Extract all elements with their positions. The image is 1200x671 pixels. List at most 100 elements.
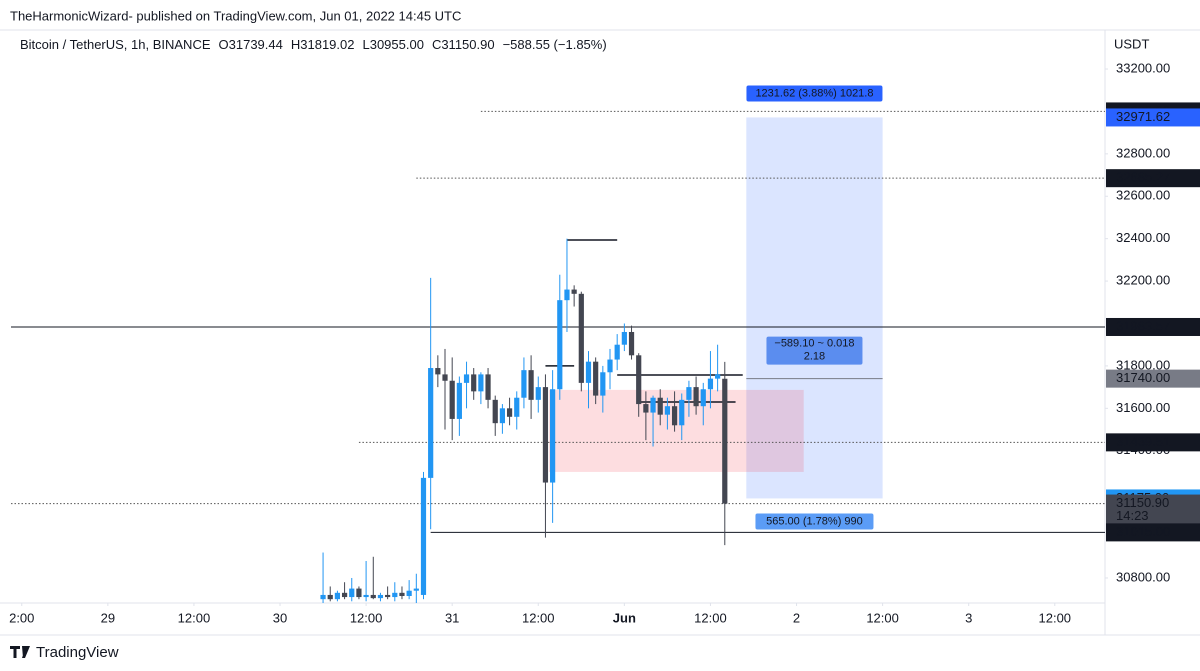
price-label-bg xyxy=(1106,317,1200,336)
range-box xyxy=(549,389,804,472)
x-tick-label: Jun xyxy=(613,610,636,625)
candle-body xyxy=(542,387,549,483)
ohlc-value: O31739.44 xyxy=(219,37,283,52)
candle-body xyxy=(550,389,556,483)
price-label: 31150.90 xyxy=(1116,495,1169,510)
candle-body xyxy=(485,374,491,400)
y-tick-label: 33200.00 xyxy=(1116,60,1170,75)
position-label-bg xyxy=(766,336,863,365)
x-tick-label: 2 xyxy=(793,610,800,625)
price-label: 31439.51 xyxy=(1116,434,1170,449)
candle-body xyxy=(679,399,685,426)
ohlc-value: C31150.90 xyxy=(432,37,495,52)
candle-body xyxy=(535,387,541,400)
x-tick-label: 2:00 xyxy=(9,610,34,625)
price-label-bg xyxy=(1106,169,1200,188)
position-label-bg xyxy=(755,513,874,530)
candle-body xyxy=(478,374,484,392)
candle-body xyxy=(528,370,534,400)
y-tick-label: 31600.00 xyxy=(1116,400,1170,415)
candle-body xyxy=(614,344,620,360)
x-tick-label: 3 xyxy=(965,610,972,625)
publisher-line: TheHarmonicWizard- published on TradingV… xyxy=(10,8,461,23)
candle-body xyxy=(571,289,577,294)
price-label: 31015.00 xyxy=(1116,524,1170,539)
footer-brand: TradingView xyxy=(36,644,119,661)
price-label: 31983.57 xyxy=(1116,318,1170,333)
y-tick-label: 30800.00 xyxy=(1116,569,1170,584)
price-label-bg xyxy=(1106,494,1200,525)
candle-body xyxy=(636,355,642,405)
candle-body xyxy=(707,378,714,390)
x-tick-label: 31 xyxy=(445,610,459,625)
price-label: 32685.27 xyxy=(1116,170,1170,185)
candle-body xyxy=(420,477,427,595)
change-value: −588.55 (−1.85%) xyxy=(503,37,607,52)
symbol: Bitcoin / TetherUS, 1h, BINANCE xyxy=(20,37,211,52)
position-label: 565.00 (1.78%) 990 xyxy=(766,515,863,527)
price-label: 31740.00 xyxy=(1116,370,1170,385)
y-tick-label: 32200.00 xyxy=(1116,273,1170,288)
candle-body xyxy=(471,374,477,392)
candle-body xyxy=(499,408,506,424)
x-tick-label: 12:00 xyxy=(866,610,899,625)
candle-body xyxy=(564,289,570,301)
candle-body xyxy=(334,592,341,600)
candle-body xyxy=(370,594,376,599)
logo xyxy=(10,646,30,658)
candle-body xyxy=(413,588,419,591)
candle-body xyxy=(320,594,326,600)
position-zone xyxy=(746,117,883,499)
candle-body xyxy=(449,380,455,419)
candle-body xyxy=(715,374,721,379)
candle-body xyxy=(406,590,412,597)
position-label-bg xyxy=(746,85,883,102)
position-label: 2.18 xyxy=(804,351,825,363)
candle-body xyxy=(492,399,498,424)
position-label: −589.10 ~ 0.018 xyxy=(774,338,854,350)
candle-body xyxy=(514,397,520,417)
candle-body xyxy=(341,592,348,598)
candle-body xyxy=(392,592,398,598)
x-tick-label: 12:00 xyxy=(694,610,727,625)
candle-body xyxy=(664,406,670,415)
candle-body xyxy=(657,397,663,415)
y-tick-label: 32800.00 xyxy=(1116,145,1170,160)
ohlc-value: H31819.02 xyxy=(291,37,355,52)
candle-body xyxy=(600,372,606,396)
x-tick-label: 12:00 xyxy=(178,610,211,625)
candle-body xyxy=(349,588,355,598)
candle-body xyxy=(442,374,448,381)
candle-body xyxy=(628,331,635,356)
candle-body xyxy=(693,387,699,407)
candle-body xyxy=(643,404,649,413)
y-axis-label: USDT xyxy=(1114,36,1149,51)
x-tick-label: 29 xyxy=(101,610,115,625)
candle-body xyxy=(428,368,434,478)
candle-body xyxy=(356,588,362,598)
candle-body xyxy=(621,331,627,345)
candle-body xyxy=(363,594,369,598)
position-label: 1231.62 (3.88%) 1021.8 xyxy=(755,87,873,99)
candle-body xyxy=(399,592,405,597)
price-label-bg xyxy=(1106,433,1200,452)
candle-body xyxy=(650,397,656,413)
price-label: 32971.62 xyxy=(1116,109,1170,124)
candle-body xyxy=(463,374,470,383)
candle-body xyxy=(557,300,563,390)
x-tick-label: 12:00 xyxy=(522,610,555,625)
y-tick-label: 31800.00 xyxy=(1116,357,1170,372)
candle-body xyxy=(327,594,333,600)
price-label-bg xyxy=(1106,523,1200,542)
y-tick-label: 32400.00 xyxy=(1116,230,1170,245)
candle-body xyxy=(521,370,527,398)
x-tick-label: 12:00 xyxy=(1039,610,1072,625)
candle-body xyxy=(593,361,599,396)
y-tick-label: 32600.00 xyxy=(1116,188,1170,203)
candle-body xyxy=(435,368,441,375)
candle-body xyxy=(686,387,692,400)
price-countdown: 14:23 xyxy=(1116,508,1149,523)
candle-body xyxy=(722,378,728,504)
candle-body xyxy=(456,382,462,419)
